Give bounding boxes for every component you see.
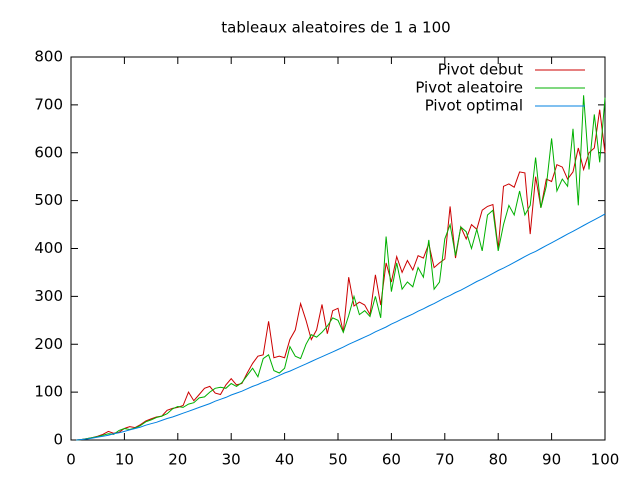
x-tick-label: 90	[542, 451, 561, 469]
y-tick-label: 700	[34, 95, 63, 113]
y-tick-label: 300	[34, 287, 63, 305]
legend-label: Pivot optimal	[425, 97, 523, 115]
x-tick-label: 60	[382, 451, 401, 469]
x-tick-label: 50	[328, 451, 347, 469]
x-tick-label: 100	[591, 451, 620, 469]
legend-label: Pivot aleatoire	[415, 79, 523, 97]
chart-title: tableaux aleatoires de 1 a 100	[221, 19, 450, 37]
x-tick-label: 40	[275, 451, 294, 469]
x-tick-label: 20	[168, 451, 187, 469]
series-line	[76, 95, 606, 441]
x-tick-label: 70	[435, 451, 454, 469]
series-line	[76, 109, 606, 441]
y-tick-label: 800	[34, 48, 63, 66]
y-tick-label: 600	[34, 143, 63, 161]
series-line	[76, 213, 606, 441]
plot-frame	[70, 56, 606, 441]
y-tick-label: 500	[34, 191, 63, 209]
x-tick-label: 80	[489, 451, 508, 469]
y-tick-label: 200	[34, 335, 63, 353]
y-tick-label: 400	[34, 239, 63, 257]
y-tick-label: 0	[53, 431, 63, 449]
y-tick-label: 100	[34, 383, 63, 401]
legend-label: Pivot debut	[438, 61, 523, 79]
x-tick-label: 30	[222, 451, 241, 469]
x-tick-label: 10	[115, 451, 134, 469]
x-tick-label: 0	[66, 451, 76, 469]
